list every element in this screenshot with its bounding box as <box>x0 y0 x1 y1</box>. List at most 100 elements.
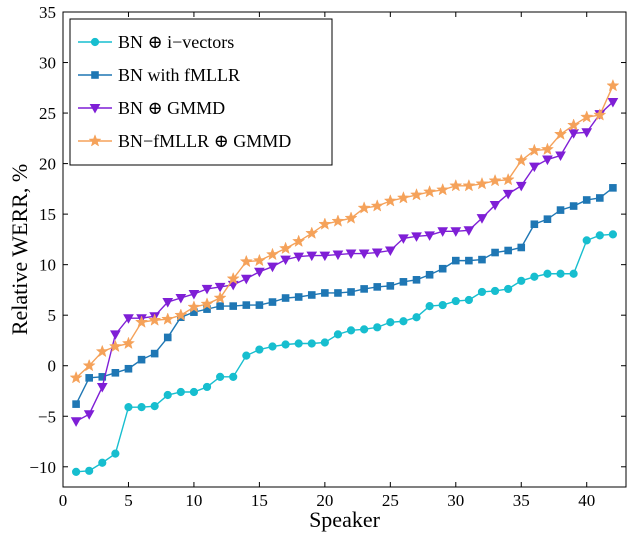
data-point <box>399 278 408 286</box>
data-point <box>346 326 356 335</box>
data-point <box>360 285 368 293</box>
data-point <box>463 226 475 236</box>
data-point <box>111 368 120 377</box>
data-point <box>189 387 199 397</box>
data-point <box>321 289 329 297</box>
data-point <box>504 246 512 255</box>
data-point <box>85 374 93 382</box>
y-tick-label: 10 <box>39 256 56 275</box>
data-point <box>188 289 200 300</box>
data-point <box>567 118 581 131</box>
legend-entry-1: BN ⊕ i−vectors <box>78 32 234 52</box>
data-point <box>200 297 214 310</box>
data-point <box>83 410 95 420</box>
data-point <box>202 382 212 392</box>
data-point <box>334 289 342 297</box>
data-point <box>318 217 332 230</box>
data-point <box>161 312 175 325</box>
x-axis-label: Speaker <box>309 507 381 532</box>
data-point <box>306 251 318 262</box>
data-point <box>123 314 134 324</box>
legend: BN ⊕ i−vectors BN with fMLLR BN ⊕ GMMD BN−f… <box>69 18 333 166</box>
data-point <box>95 344 109 358</box>
data-point <box>345 249 357 260</box>
data-point <box>517 243 526 252</box>
data-point <box>515 181 527 192</box>
legend-marker <box>88 134 102 147</box>
data-point <box>514 153 528 167</box>
data-point <box>332 250 344 261</box>
data-point <box>150 349 159 358</box>
data-point <box>412 313 421 322</box>
data-point <box>137 355 146 364</box>
data-point <box>98 373 107 381</box>
data-point <box>606 78 620 92</box>
legend-marker <box>91 71 99 79</box>
data-point <box>96 382 108 393</box>
data-point <box>281 294 290 302</box>
data-point <box>593 108 607 121</box>
legend-label: BN ⊕ i−vectors <box>118 32 234 52</box>
data-point <box>540 142 555 156</box>
series-1 <box>71 230 618 476</box>
data-point <box>449 178 463 192</box>
data-point <box>517 276 526 285</box>
x-tick-label: 5 <box>124 491 133 510</box>
data-point <box>451 296 460 306</box>
data-point <box>569 202 578 210</box>
data-point <box>438 300 447 310</box>
data-point <box>226 271 240 285</box>
data-point <box>528 162 540 173</box>
data-point <box>305 226 319 239</box>
data-point <box>581 128 593 138</box>
y-tick-label: 30 <box>39 54 56 73</box>
y-tick-label: 15 <box>39 205 56 224</box>
data-point <box>242 301 251 309</box>
data-point <box>412 276 421 284</box>
y-axis-label: Relative WERR, % <box>7 164 32 335</box>
data-point <box>582 196 591 204</box>
data-point <box>320 338 329 347</box>
data-point <box>268 342 277 351</box>
data-point <box>148 313 162 326</box>
data-point <box>268 298 277 306</box>
data-point <box>423 184 437 198</box>
data-point <box>111 449 120 458</box>
data-point <box>331 214 345 227</box>
data-point <box>255 345 264 354</box>
data-point <box>398 234 409 244</box>
data-point <box>424 231 435 241</box>
data-point <box>239 254 253 268</box>
data-point <box>319 251 331 262</box>
data-point <box>437 227 449 237</box>
x-tick-label: 15 <box>251 491 268 510</box>
data-point <box>411 232 422 242</box>
data-point <box>121 336 136 350</box>
x-tick-label: 25 <box>382 491 399 510</box>
data-point <box>556 269 565 278</box>
data-point <box>451 256 460 265</box>
data-point <box>229 302 238 310</box>
data-point <box>425 301 434 311</box>
data-point <box>294 339 303 348</box>
y-tick-label: 0 <box>48 357 57 376</box>
legend-entry-2: BN with fMLLR <box>78 65 240 85</box>
data-point <box>265 247 280 261</box>
data-point <box>292 234 306 248</box>
data-point <box>229 372 238 381</box>
data-point <box>254 267 265 278</box>
x-tick-label: 10 <box>185 491 202 510</box>
data-point <box>201 284 213 295</box>
data-point <box>373 283 382 291</box>
legend-box <box>69 18 333 166</box>
data-point <box>347 288 355 296</box>
data-point <box>580 110 594 123</box>
y-tick-label: 20 <box>39 155 56 174</box>
data-point <box>595 231 604 240</box>
series-2 <box>72 184 617 408</box>
data-point <box>85 466 94 475</box>
legend-label: BN−fMLLR ⊕ GMMD <box>118 131 291 151</box>
data-point <box>333 330 343 339</box>
x-tick-label: 40 <box>578 491 595 510</box>
